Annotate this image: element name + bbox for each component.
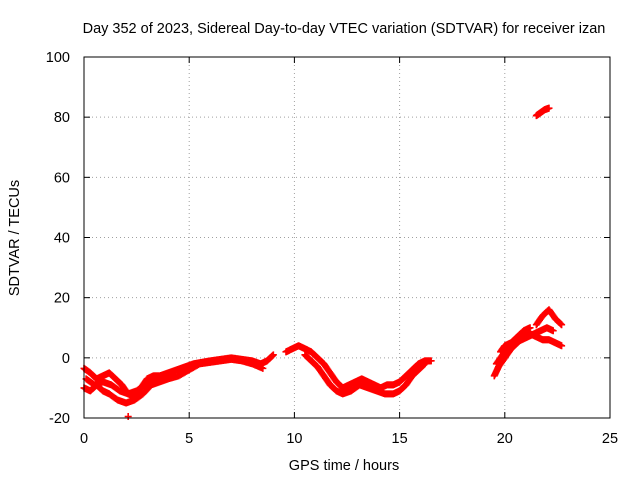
plot-frame	[83, 56, 611, 419]
y-tick-label: 60	[54, 170, 70, 186]
y-tick-label: 0	[62, 351, 70, 367]
x-tick-label: 20	[497, 431, 513, 447]
data-point	[526, 324, 534, 332]
tick-labels: 0 5 10 15 20 25 -20 0 20 40 60 80 100	[46, 50, 618, 447]
data-point	[558, 321, 566, 329]
data-point	[427, 357, 435, 365]
ticks	[83, 56, 611, 419]
y-tick-label: 40	[54, 231, 70, 247]
data-point	[558, 342, 566, 350]
x-axis-label: GPS time / hours	[289, 458, 399, 474]
x-tick-label: 10	[286, 431, 302, 447]
x-tick-label: 5	[185, 431, 193, 447]
data-point	[259, 364, 267, 372]
data-point	[545, 104, 553, 112]
y-tick-label: 80	[54, 110, 70, 126]
x-tick-label: 15	[392, 431, 408, 447]
y-tick-label: -20	[49, 411, 70, 427]
y-axis-label: SDTVAR / TECUs	[7, 180, 23, 296]
x-tick-label: 0	[80, 431, 88, 447]
grid	[84, 57, 610, 418]
x-tick-label: 25	[602, 431, 618, 447]
data-point	[166, 372, 174, 380]
chart-title: Day 352 of 2023, Sidereal Day-to-day VTE…	[83, 21, 606, 37]
data-point	[269, 351, 277, 359]
data-point	[124, 412, 132, 420]
y-tick-label: 100	[46, 50, 70, 66]
plot-points	[80, 104, 566, 420]
data-point	[549, 327, 557, 335]
y-tick-label: 20	[54, 291, 70, 307]
data-point	[421, 360, 429, 368]
